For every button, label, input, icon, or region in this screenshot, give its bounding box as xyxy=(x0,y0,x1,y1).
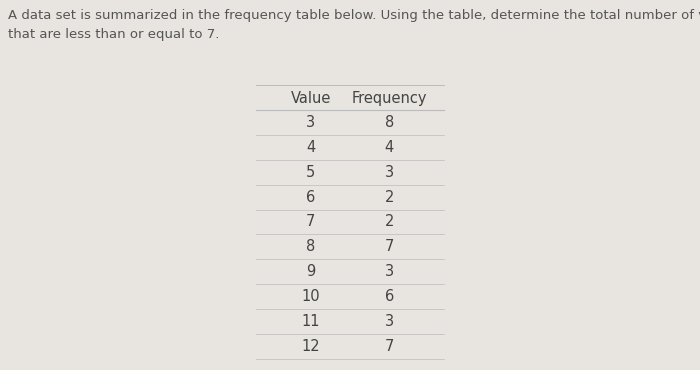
Text: 8: 8 xyxy=(384,115,394,130)
Text: 2: 2 xyxy=(384,215,394,229)
Text: 11: 11 xyxy=(302,314,320,329)
Text: 7: 7 xyxy=(384,239,394,254)
Text: 4: 4 xyxy=(384,140,394,155)
Text: 12: 12 xyxy=(302,339,320,354)
Text: 8: 8 xyxy=(306,239,316,254)
Text: 4: 4 xyxy=(306,140,316,155)
Text: 3: 3 xyxy=(384,314,394,329)
Text: A data set is summarized in the frequency table below. Using the table, determin: A data set is summarized in the frequenc… xyxy=(8,9,700,41)
Text: 7: 7 xyxy=(384,339,394,354)
Text: 10: 10 xyxy=(302,289,320,304)
Text: 3: 3 xyxy=(384,165,394,180)
Text: 3: 3 xyxy=(384,264,394,279)
Text: 7: 7 xyxy=(306,215,316,229)
Text: 2: 2 xyxy=(384,189,394,205)
Text: Value: Value xyxy=(290,91,331,106)
Text: 6: 6 xyxy=(306,189,316,205)
Text: 3: 3 xyxy=(306,115,316,130)
Text: 9: 9 xyxy=(306,264,316,279)
Text: 6: 6 xyxy=(384,289,394,304)
Text: 5: 5 xyxy=(306,165,316,180)
Text: Frequency: Frequency xyxy=(351,91,427,106)
